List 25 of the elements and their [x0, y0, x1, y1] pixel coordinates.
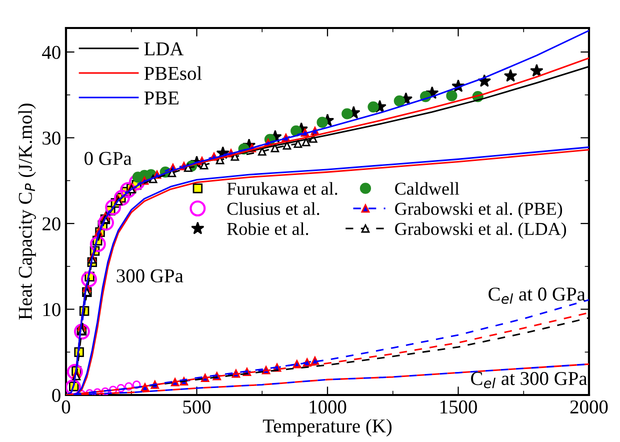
annotation: C$_{el}$ at 300 GPa [471, 372, 588, 388]
annotation: 300 GPa [116, 269, 184, 282]
x-tick-label: 2000 [570, 400, 608, 414]
legend-label: Clusius et al. [227, 202, 320, 216]
x-axis-title: Temperature (K) [262, 418, 392, 437]
legend-label: Robie et al. [227, 222, 308, 236]
legend-label: Furukawa et al. [227, 182, 338, 195]
legend-label: Grabowski et al. (PBE) [395, 202, 562, 219]
x-tick-label: 500 [183, 400, 211, 414]
annotation: 0 GPa [84, 152, 132, 165]
legend-label: PBEsol [144, 66, 202, 80]
legend-label: Caldwell [395, 182, 460, 195]
x-tick-label: 0 [62, 400, 70, 414]
annotation: C$_{el}$ at 0 GPa [488, 288, 586, 304]
legend-label: LDA [144, 42, 184, 56]
legend-label: PBE [144, 92, 178, 104]
y-axis-title: Heat Capacity C$_{P}$ (J/K.mol) [18, 104, 36, 320]
y-tick-label: 30 [42, 132, 60, 145]
legend-label: Grabowski et al. (LDA) [395, 222, 566, 239]
x-tick-label: 1500 [440, 400, 477, 414]
x-tick-label: 1000 [310, 400, 346, 414]
y-tick-label: 0 [52, 388, 60, 402]
y-tick-label: 40 [42, 46, 60, 59]
y-tick-label: 10 [43, 303, 60, 316]
y-tick-label: 20 [42, 217, 60, 230]
